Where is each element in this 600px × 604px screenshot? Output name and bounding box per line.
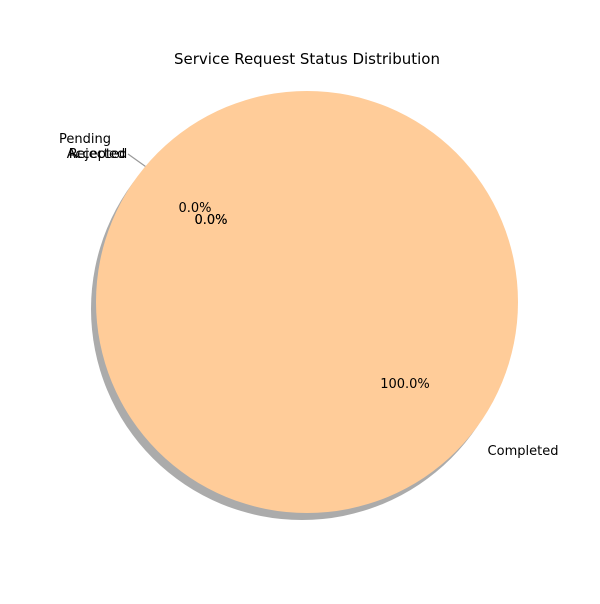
chart-title: Service Request Status Distribution (174, 50, 440, 68)
pct-label-completed: 100.0% (380, 377, 430, 392)
pie-label-layer: 0.0%Pending0.0%Accepted0.0%Rejected100.0… (59, 132, 558, 459)
pct-label-pending: 0.0% (178, 201, 211, 216)
category-label-rejected: Rejected (69, 147, 126, 162)
pie-slice-layer (96, 91, 518, 513)
category-label-completed: Completed (488, 444, 559, 459)
pct-label-accepted: 0.0% (194, 213, 227, 228)
pct-label-rejected: 0.0% (194, 213, 227, 228)
leader-line (127, 153, 146, 167)
pie-slice-completed (96, 91, 518, 513)
category-label-accepted: Accepted (67, 147, 128, 162)
category-label-pending: Pending (59, 132, 111, 147)
